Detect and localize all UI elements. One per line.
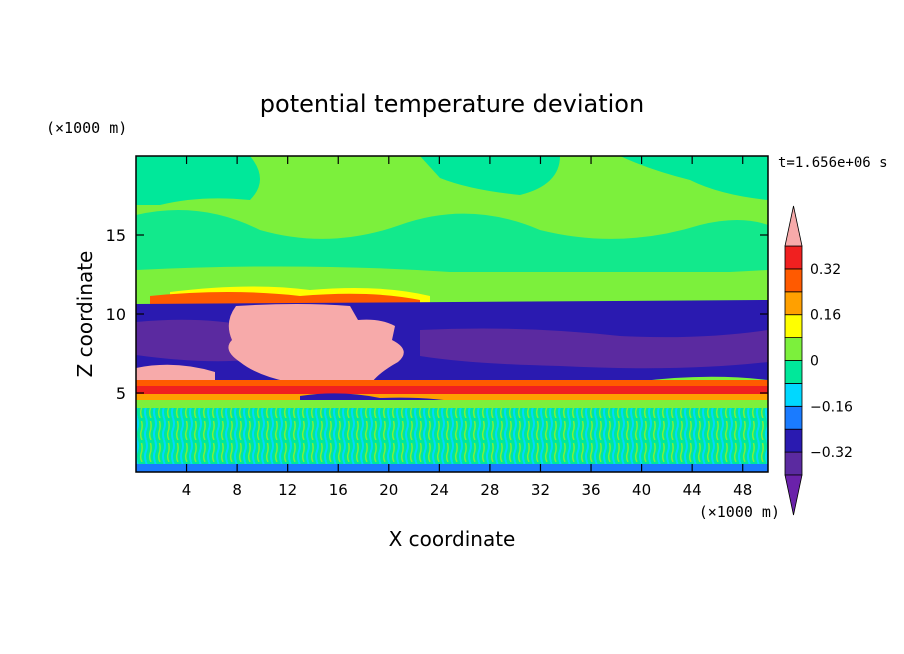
y-tick-label: 5: [116, 384, 126, 403]
warm-band-amber: [136, 394, 768, 400]
cold-core-right: [420, 328, 768, 369]
low-green-band: [136, 400, 768, 408]
x-tick-label: 20: [379, 481, 398, 499]
colorbar-segment: [784, 360, 803, 384]
warm-band-red: [136, 386, 768, 394]
colorbar-segment: [784, 291, 803, 316]
y-tick-label: 10: [106, 305, 126, 324]
orange-strip: [150, 292, 420, 306]
colorbar-over-arrow: [784, 205, 803, 247]
colorbar-label: 0.16: [810, 308, 841, 324]
colorbar-label: −0.32: [810, 445, 853, 461]
turbulent-layer: [136, 408, 768, 472]
chart-title: potential temperature deviation: [260, 90, 644, 118]
x-unit-label: (×1000 m): [699, 503, 780, 521]
x-axis-label: X coordinate: [389, 527, 516, 551]
upper-right-patch: [620, 156, 768, 200]
y-tick-label: 15: [106, 226, 126, 245]
x-tick-label: 16: [329, 481, 348, 499]
x-tick-label: 4: [182, 481, 192, 499]
warm-anomaly: [228, 304, 404, 384]
y-axis-ticks: 5 10 15: [106, 226, 768, 403]
y-axis-label: Z coordinate: [73, 251, 97, 378]
x-tick-label: 32: [531, 481, 550, 499]
cold-core-left: [136, 319, 250, 362]
colorbar-segment: [784, 268, 803, 293]
colorbar-segment: [784, 245, 803, 270]
colorbar-segment: [784, 451, 803, 476]
x-axis-ticks: 4 8 12 16 20 24 28 32 36 40 44 48: [182, 156, 752, 499]
x-tick-label: 24: [430, 481, 449, 499]
surface-band: [136, 464, 768, 472]
upper-center-patch: [420, 156, 560, 195]
colorbar-under-arrow: [784, 474, 803, 516]
upper-mid-band: [136, 210, 768, 272]
x-tick-label: 44: [683, 481, 702, 499]
colorbar-label: −0.16: [810, 399, 853, 415]
x-tick-label: 40: [632, 481, 651, 499]
colorbar-segment: [784, 405, 803, 430]
x-tick-label: 8: [232, 481, 242, 499]
colorbar-segment: [784, 428, 803, 453]
colorbar-segment: [784, 382, 803, 407]
heatmap-field: [136, 156, 768, 472]
colorbar-segment: [784, 337, 803, 361]
colorbar-label: 0.32: [810, 262, 841, 278]
x-tick-label: 48: [733, 481, 752, 499]
x-tick-label: 12: [278, 481, 297, 499]
time-label: t=1.656e+06 s: [778, 155, 888, 171]
upper-left-patch: [136, 156, 260, 205]
x-tick-label: 36: [581, 481, 600, 499]
colorbar-label: 0: [810, 354, 819, 370]
x-tick-label: 28: [480, 481, 499, 499]
colorbar-segment: [784, 314, 803, 339]
y-unit-label: (×1000 m): [46, 119, 127, 137]
colorbar: 0.32 0.16 0 −0.16 −0.32: [784, 205, 853, 516]
